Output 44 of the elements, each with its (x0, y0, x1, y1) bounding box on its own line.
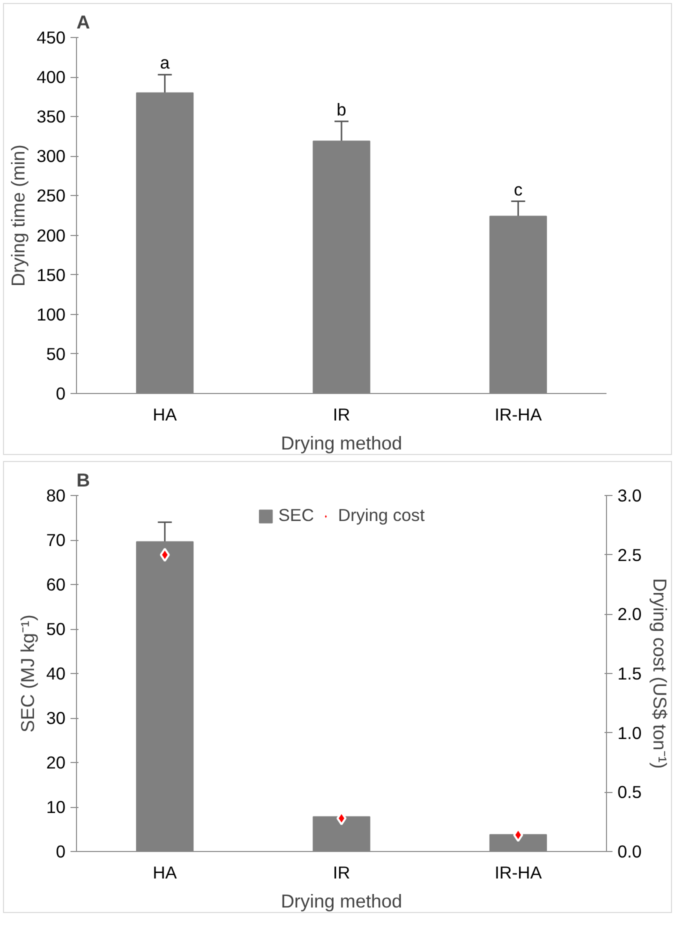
y-tick-label: 20 (46, 752, 66, 772)
y2-tick-label: 1.5 (618, 664, 642, 684)
annotation: a (160, 52, 170, 73)
y-axis-title: SEC (MJ kg⁻¹) (17, 614, 38, 732)
y-tick-label: 350 (36, 106, 66, 127)
y-tick-label: 300 (36, 146, 66, 166)
legend-label: Drying cost (338, 505, 425, 526)
chart-title: A (76, 12, 90, 32)
y-tick-label: 10 (46, 797, 66, 817)
y2-axis-title: Drying cost (US$ ton⁻¹) (650, 578, 671, 769)
y2-tick-label: 0.5 (618, 782, 642, 802)
y-tick-label: 30 (46, 708, 66, 728)
chart-title: B (76, 470, 90, 490)
y-tick-label: 250 (36, 186, 66, 206)
y-tick-label: 200 (36, 225, 66, 246)
y2-tick-label: 0.0 (618, 842, 642, 862)
y-tick-label: 100 (36, 304, 66, 324)
x-axis-title: Drying method (280, 890, 402, 912)
y-axis-title: Drying time (min) (8, 144, 29, 287)
x-tick-label: IR (332, 862, 350, 882)
y-tick-label: 50 (46, 619, 66, 639)
y-tick-label: 400 (36, 67, 66, 88)
annotation: b (336, 99, 346, 120)
x-tick-label: IR (332, 404, 350, 424)
y-tick-label: 70 (46, 530, 66, 550)
y-tick-label: 0 (56, 384, 66, 404)
y-tick-label: 80 (46, 486, 66, 506)
y2-tick-label: 2.5 (618, 544, 642, 565)
y-tick-label: 40 (46, 664, 66, 684)
y-tick-label: 450 (36, 28, 66, 48)
x-tick-label: IR-HA (494, 404, 542, 424)
x-tick-label: IR-HA (494, 862, 542, 882)
y2-tick-label: 1.0 (618, 722, 642, 743)
y-tick-label: 50 (46, 344, 66, 364)
y-tick-label: 60 (46, 574, 66, 594)
x-tick-label: HA (152, 404, 178, 424)
y-tick-label: 0 (56, 842, 66, 862)
legend-label: SEC (278, 505, 314, 526)
annotation: c (514, 179, 523, 200)
y2-tick-label: 3.0 (618, 486, 642, 506)
y-tick-label: 150 (36, 264, 66, 285)
y2-tick-label: 2.0 (618, 604, 642, 624)
x-axis-title: Drying method (280, 432, 402, 454)
x-tick-label: HA (152, 862, 178, 882)
